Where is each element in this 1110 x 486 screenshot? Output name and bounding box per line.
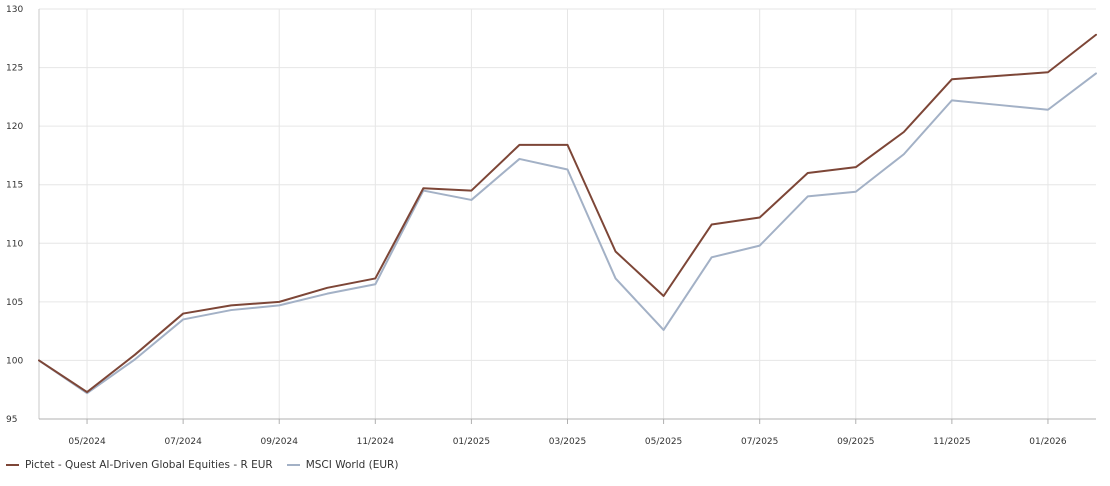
series-line-fund bbox=[38, 33, 1097, 394]
legend-item-fund[interactable]: Pictet - Quest AI-Driven Global Equities… bbox=[6, 459, 273, 471]
y-tick-label: 110 bbox=[6, 239, 23, 249]
x-tick-label: 05/2025 bbox=[645, 437, 682, 447]
legend-swatch-fund bbox=[6, 464, 19, 466]
y-tick-label: 130 bbox=[6, 5, 23, 15]
x-tick-label: 11/2025 bbox=[933, 437, 970, 447]
y-tick-label: 100 bbox=[6, 356, 23, 366]
legend-label-fund: Pictet - Quest AI-Driven Global Equities… bbox=[25, 459, 273, 471]
x-tick-label: 09/2025 bbox=[837, 437, 874, 447]
legend-swatch-index bbox=[286, 464, 300, 466]
y-tick-label: 115 bbox=[6, 181, 23, 191]
legend: Pictet - Quest AI-Driven Global Equities… bbox=[6, 459, 412, 471]
x-tick-label: 09/2024 bbox=[261, 437, 299, 447]
x-tick-label: 11/2024 bbox=[357, 437, 395, 447]
x-tick-label: 03/2025 bbox=[549, 437, 586, 447]
x-tick-label: 05/2024 bbox=[68, 437, 106, 447]
x-axis-ticks: 05/2024 07/2024 09/2024 11/2024 01/2025 03/20… bbox=[68, 419, 1067, 447]
legend-label-index: MSCI World (EUR) bbox=[305, 459, 399, 471]
legend-item-index[interactable]: MSCI World (EUR) bbox=[286, 459, 399, 471]
x-tick-label: 07/2024 bbox=[164, 437, 202, 447]
y-axis-ticks: 95 100 105 110 115 120 125 130 bbox=[6, 5, 23, 425]
y-tick-label: 125 bbox=[6, 64, 23, 74]
x-tick-label: 07/2025 bbox=[741, 437, 778, 447]
series-line-index bbox=[38, 72, 1097, 395]
y-tick-label: 120 bbox=[6, 122, 23, 132]
x-tick-label: 01/2026 bbox=[1029, 437, 1067, 447]
series-group bbox=[38, 33, 1097, 395]
grid bbox=[39, 8, 1096, 419]
y-tick-label: 95 bbox=[6, 415, 17, 425]
x-tick-label: 01/2025 bbox=[453, 437, 490, 447]
y-tick-label: 105 bbox=[6, 298, 23, 308]
